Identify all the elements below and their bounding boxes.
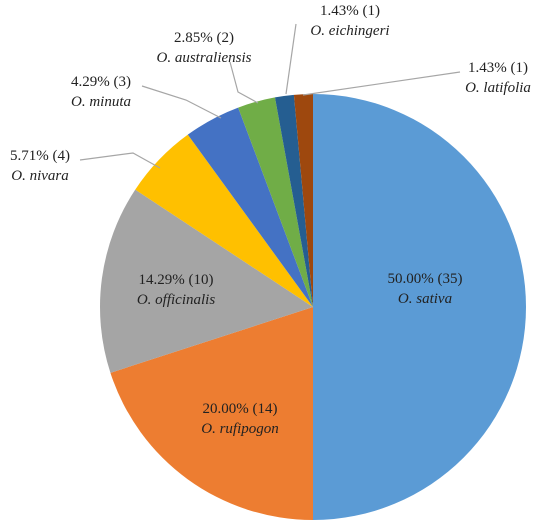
- slice-label: 2.85% (2) O. australiensis: [156, 30, 251, 66]
- slice-percent-label: 4.29% (3): [71, 74, 131, 90]
- leader-line: [285, 23, 297, 95]
- slice-name-label: O. sativa: [398, 291, 452, 307]
- slice-labels: 50.00% (35) O. sativa 20.00% (14) O. rufipo…: [10, 3, 531, 437]
- slice-name-label: O. nivara: [11, 168, 69, 184]
- slice-label: 20.00% (14) O. rufipogon: [201, 401, 279, 437]
- pie-slice-o-latifolia: [293, 94, 313, 307]
- leader-lines: [79, 23, 461, 169]
- pie-slice-o-sativa: [313, 94, 526, 520]
- slice-percent-label: 2.85% (2): [174, 30, 234, 46]
- slice-name-label: O. rufipogon: [201, 421, 279, 437]
- pie-slices: [99, 94, 526, 520]
- slice-name-label: O. eichingeri: [310, 23, 389, 39]
- pie-slice-o-minuta: [187, 107, 313, 307]
- pie-slice-o-officinalis: [99, 189, 314, 373]
- slice-percent-label: 50.00% (35): [388, 271, 463, 287]
- slice-percent-label: 5.71% (4): [10, 148, 70, 164]
- slice-percent-label: 1.43% (1): [320, 3, 380, 19]
- slice-percent-label: 1.43% (1): [468, 60, 528, 76]
- leader-line: [302, 71, 461, 96]
- leader-line: [229, 61, 259, 104]
- pie-slice-o-australiensis: [238, 97, 313, 307]
- slice-percent-label: 14.29% (10): [139, 272, 214, 288]
- slice-label: 1.43% (1) O. eichingeri: [310, 3, 389, 39]
- slice-label: 5.71% (4) O. nivara: [10, 148, 70, 184]
- slice-percent-label: 20.00% (14): [203, 401, 278, 417]
- slice-label: 50.00% (35) O. sativa: [388, 271, 463, 307]
- slice-name-label: O. officinalis: [137, 292, 215, 308]
- pie-slice-o-nivara: [135, 134, 313, 307]
- slice-name-label: O. minuta: [71, 94, 131, 110]
- slice-label: 14.29% (10) O. officinalis: [137, 272, 215, 308]
- pie-slice-o-eichingeri: [274, 94, 313, 307]
- slice-name-label: O. australiensis: [156, 50, 251, 66]
- leader-line: [141, 85, 222, 119]
- pie-slice-o-rufipogon: [110, 307, 313, 520]
- slice-label: 1.43% (1) O. latifolia: [465, 60, 531, 96]
- leader-line: [79, 152, 161, 169]
- slice-label: 4.29% (3) O. minuta: [71, 74, 131, 110]
- slice-name-label: O. latifolia: [465, 80, 531, 96]
